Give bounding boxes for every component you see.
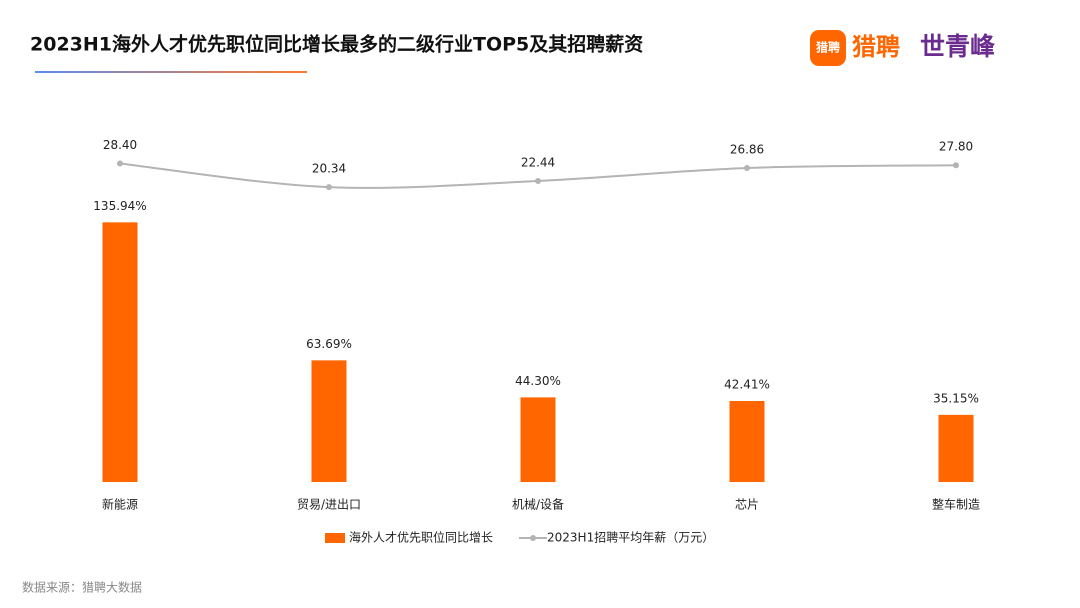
legend-swatch <box>530 535 537 541</box>
data-label: 44.30% <box>515 374 561 388</box>
legend-swatch <box>325 533 345 543</box>
x-tick-label: 新能源 <box>102 497 138 512</box>
data-label: 27.80 <box>939 140 973 154</box>
x-tick-label: 贸易/进出口 <box>297 498 361 512</box>
source-note: 数据来源：猎聘大数据 <box>22 580 142 595</box>
data-label: 22.44 <box>521 155 555 169</box>
data-label: 63.69% <box>306 337 352 351</box>
x-tick-label: 机械/设备 <box>512 497 564 512</box>
line-marker <box>117 160 123 167</box>
legend-label: 海外人才优先职位同比增长 <box>349 530 493 545</box>
data-label: 26.86 <box>730 142 764 156</box>
legend-label: 2023H1招聘平均年薪（万元） <box>547 531 714 545</box>
data-label: 20.34 <box>312 162 346 176</box>
data-label: 28.40 <box>103 138 137 152</box>
bar <box>938 414 974 482</box>
data-label: 35.15% <box>933 391 979 405</box>
logo-icon-bg <box>810 30 846 66</box>
bar <box>520 397 556 482</box>
bar <box>102 222 138 482</box>
bar <box>311 360 347 482</box>
logo-brand: 猎聘 <box>852 33 900 61</box>
data-label: 42.41% <box>724 377 770 391</box>
line-marker <box>953 162 959 169</box>
line-marker <box>535 177 541 184</box>
logo-partner: 世青峰 <box>920 32 995 61</box>
line-marker <box>744 164 750 171</box>
data-label: 135.94% <box>93 199 146 213</box>
x-tick-label: 芯片 <box>735 498 759 512</box>
x-tick-label: 整车制造 <box>932 497 980 512</box>
chart-title: 2023H1海外人才优先职位同比增长最多的二级行业TOP5及其招聘薪资 <box>30 33 643 56</box>
logo-icon: 猎聘 <box>816 40 840 55</box>
line-marker <box>326 184 332 191</box>
title-underline <box>35 71 307 73</box>
bar <box>729 400 765 482</box>
